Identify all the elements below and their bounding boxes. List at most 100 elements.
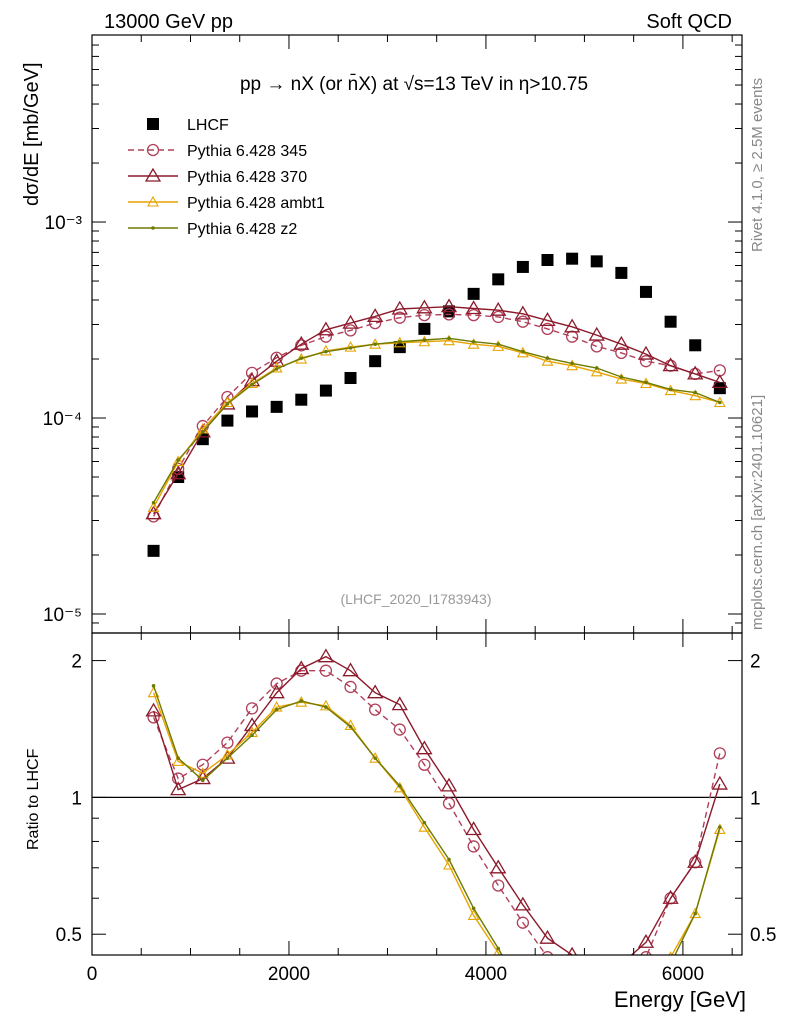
point-lhcf-22 <box>689 339 702 352</box>
legend-label-lhcf: LHCF <box>187 117 229 134</box>
point-z2-9 <box>373 342 377 347</box>
point-z2-22 <box>693 390 698 395</box>
point-z2-2 <box>200 430 205 434</box>
point-lhcf-5 <box>270 400 283 413</box>
point-p370-0 <box>145 505 162 520</box>
point-lhcf-9 <box>369 355 382 368</box>
point-z2-14 <box>496 342 501 347</box>
point-p345-11 <box>418 308 431 322</box>
legend-marker-z2 <box>151 226 155 230</box>
point-z2-19 <box>619 375 624 379</box>
point-lhcf-18 <box>590 255 603 268</box>
ratio-point-p345-11 <box>418 758 431 771</box>
ratio-point-p370-23 <box>711 775 728 790</box>
legend-label-z2: Pythia 6.428 z2 <box>187 221 297 238</box>
ratio-y-tick-label-2: 2 <box>71 652 82 673</box>
main-y-tick-label-2: 10⁻³ <box>45 213 83 234</box>
point-p370-1 <box>170 465 187 480</box>
ratio-point-z2-13 <box>471 906 476 911</box>
point-ambt1-11 <box>418 335 431 347</box>
x-tick-label-0: 0 <box>87 964 98 985</box>
ratio-point-p370-18 <box>590 962 604 974</box>
x-tick-label-6000: 6000 <box>662 964 704 985</box>
ratio-point-p345-13 <box>467 840 480 853</box>
point-z2-18 <box>594 366 599 370</box>
legend-marker-p345 <box>146 143 160 157</box>
legend-label-ambt1: Pythia 6.428 ambt1 <box>187 195 325 212</box>
ratio-point-p370-7 <box>317 648 335 663</box>
ratio-point-z2-3 <box>225 756 230 760</box>
ratio-point-p370-12 <box>440 777 458 792</box>
ratio-point-p370-20 <box>637 933 655 948</box>
point-lhcf-17 <box>566 252 579 265</box>
point-ambt1-16 <box>541 355 554 366</box>
ratio-point-z2-7 <box>324 705 328 709</box>
point-ambt1-18 <box>590 365 603 377</box>
legend-label-p370: Pythia 6.428 370 <box>187 169 307 186</box>
point-p345-20 <box>639 355 653 368</box>
point-lhcf-8 <box>344 372 357 385</box>
side-label-bottom: mcplots.cern.ch [arXiv:2401.10621] <box>749 395 766 630</box>
legend-label-p345: Pythia 6.428 345 <box>187 143 307 160</box>
point-p345-18 <box>590 340 603 353</box>
ratio-point-ambt1-23 <box>713 823 726 835</box>
point-z2-12 <box>447 336 451 341</box>
point-p345-10 <box>393 311 406 324</box>
point-z2-10 <box>397 339 402 344</box>
point-z2-8 <box>348 346 353 350</box>
legend-marker-ambt1 <box>147 195 159 207</box>
series-line-p345 <box>152 313 720 517</box>
point-p370-22 <box>687 365 704 380</box>
ratio-point-p345-9 <box>368 703 382 716</box>
side-label-top: Rivet 4.1.0, ≥ 2.5M events <box>749 78 766 252</box>
point-p370-10 <box>391 300 408 315</box>
ratio-point-p370-4 <box>243 717 261 732</box>
point-p370-14 <box>490 301 507 316</box>
point-ambt1-19 <box>615 372 628 384</box>
ratio-point-z2-10 <box>397 784 402 788</box>
point-z2-1 <box>176 458 180 462</box>
point-ambt1-22 <box>689 389 702 401</box>
ratio-point-ambt1-13 <box>467 909 480 920</box>
point-z2-13 <box>471 339 476 344</box>
ratio-point-z2-2 <box>200 778 205 783</box>
point-p345-14 <box>492 310 505 324</box>
ratio-point-p345-15 <box>516 916 530 929</box>
point-p345-12 <box>442 308 456 321</box>
point-p370-11 <box>416 299 433 314</box>
point-p345-8 <box>344 324 357 337</box>
ratio-y-tick-label-right-0: 0.5 <box>750 925 776 946</box>
ratio-point-ambt1-2 <box>196 767 209 778</box>
point-p370-9 <box>367 308 384 323</box>
ratio-point-z2-23 <box>718 825 722 829</box>
point-lhcf-6 <box>295 393 308 406</box>
ratio-point-p370-6 <box>293 660 310 675</box>
ratio-point-z2-11 <box>422 820 427 825</box>
point-z2-11 <box>422 338 427 342</box>
x-axis-label: Energy [GeV] <box>614 987 746 1012</box>
legend-marker-p370 <box>144 167 162 182</box>
ratio-point-p370-0 <box>145 702 162 717</box>
ratio-point-p370-19 <box>614 957 628 969</box>
main-y-axis-label: dσ/dE [mb/GeV] <box>21 62 43 206</box>
point-p370-19 <box>613 335 630 350</box>
ratio-point-p370-11 <box>416 740 433 755</box>
header-left: 13000 GeV pp <box>104 11 233 33</box>
ratio-point-z2-1 <box>176 756 180 760</box>
ratio-point-z2-14 <box>496 946 501 951</box>
ratio-plot-frame <box>91 632 743 956</box>
point-p345-6 <box>295 339 308 352</box>
ratio-point-p370-16 <box>539 929 556 944</box>
ratio-point-p345-5 <box>270 677 283 690</box>
point-p345-15 <box>516 315 530 328</box>
series-line-p370 <box>153 305 721 515</box>
point-p345-17 <box>565 330 579 343</box>
point-p370-23 <box>711 374 728 389</box>
ratio-point-p370-9 <box>367 684 384 699</box>
point-z2-21 <box>668 387 673 392</box>
point-z2-3 <box>225 402 230 406</box>
ratio-point-p345-4 <box>245 702 259 715</box>
point-ambt1-17 <box>566 359 579 371</box>
ratio-y-tick-label-0: 0.5 <box>56 925 82 946</box>
